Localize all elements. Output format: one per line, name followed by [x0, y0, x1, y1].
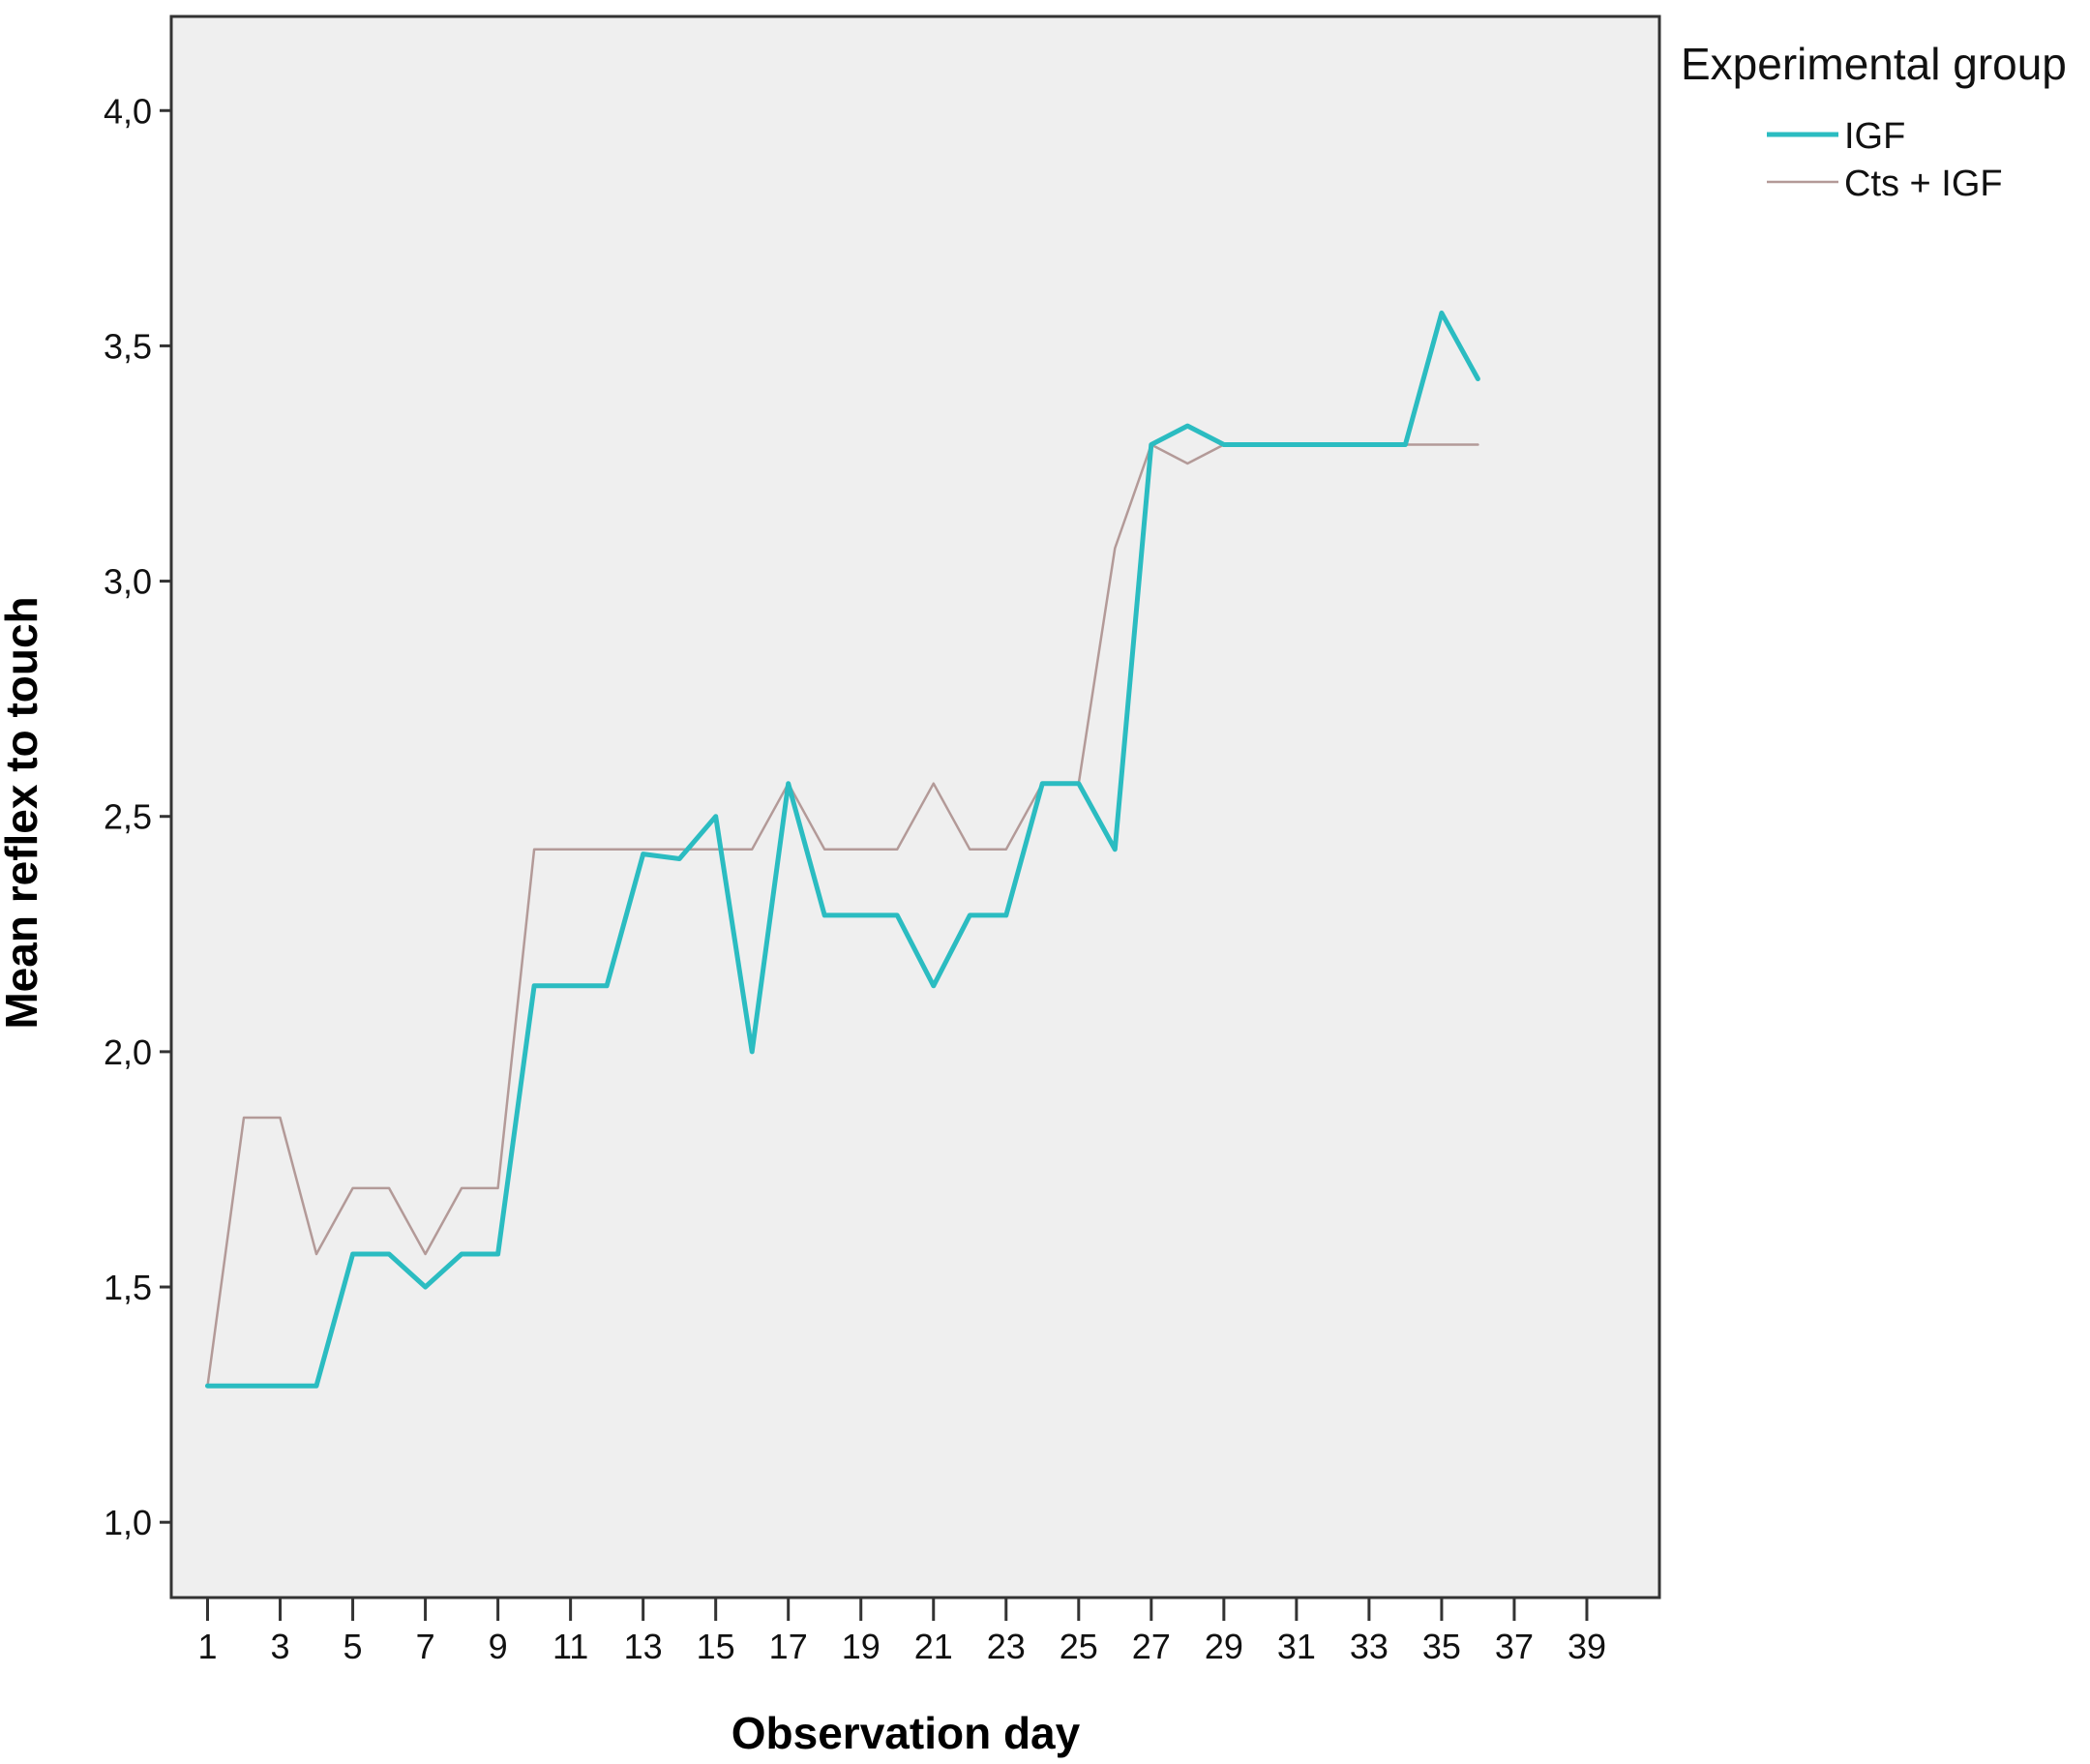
x-tick-label: 39 — [1568, 1627, 1606, 1666]
x-tick-label: 23 — [987, 1627, 1026, 1666]
x-tick-label: 19 — [842, 1627, 881, 1666]
legend-label-igf: IGF — [1844, 116, 1905, 157]
y-tick-label: 1,5 — [104, 1268, 152, 1307]
y-tick-label: 3,5 — [104, 326, 152, 366]
series-line-igf — [205, 310, 1480, 1389]
y-tick-label: 1,0 — [104, 1503, 152, 1542]
x-tick-label: 13 — [624, 1627, 663, 1666]
x-tick-label: 31 — [1277, 1627, 1316, 1666]
y-axis: 1,0 1,5 2,0 2,5 3,0 3,5 4,0 — [104, 91, 171, 1542]
legend-label-cts-igf: Cts + IGF — [1844, 164, 2003, 204]
x-tick-label: 9 — [489, 1627, 508, 1666]
x-tick-label: 25 — [1060, 1627, 1098, 1666]
plot-area — [169, 15, 1661, 1600]
y-tick-label: 3,0 — [104, 562, 152, 602]
y-tick-label: 2,0 — [104, 1032, 152, 1072]
x-tick-label: 21 — [914, 1627, 953, 1666]
y-axis-title: Mean reflex to touch — [0, 596, 46, 1029]
series-layer — [205, 310, 1480, 1389]
x-tick-label: 15 — [697, 1627, 735, 1666]
y-tick-label: 4,0 — [104, 91, 152, 131]
x-tick-label: 27 — [1132, 1627, 1171, 1666]
x-tick-label: 33 — [1350, 1627, 1388, 1666]
x-tick-label: 11 — [552, 1627, 588, 1666]
x-tick-label: 1 — [197, 1627, 217, 1666]
x-tick-label: 29 — [1205, 1627, 1243, 1666]
y-tick-label: 2,5 — [104, 797, 152, 837]
legend-title: Experimental group — [1681, 39, 2067, 89]
x-tick-label: 5 — [343, 1627, 363, 1666]
x-tick-label: 3 — [271, 1627, 290, 1666]
x-tick-label: 37 — [1495, 1627, 1534, 1666]
x-tick-label: 17 — [769, 1627, 808, 1666]
x-tick-label: 7 — [416, 1627, 435, 1666]
x-axis-title: Observation day — [732, 1708, 1081, 1758]
x-tick-label: 35 — [1422, 1627, 1461, 1666]
x-axis: 1 3 5 7 9 11 13 15 17 19 21 23 25 27 29 31 33 35 37 39 — [197, 1598, 1606, 1666]
legend: Experimental group IGF Cts + IGF — [1681, 39, 2067, 204]
